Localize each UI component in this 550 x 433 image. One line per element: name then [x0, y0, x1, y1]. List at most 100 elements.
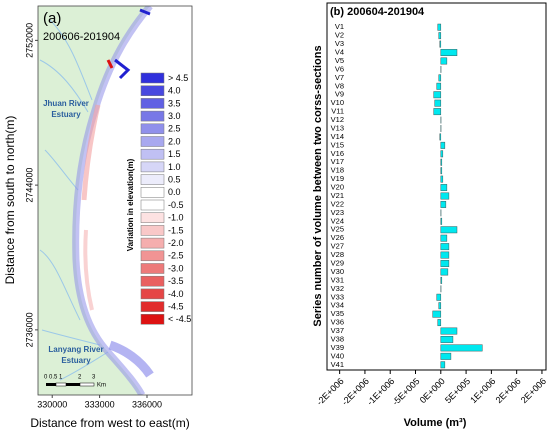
bar — [440, 327, 458, 335]
map-title: (a) — [43, 10, 61, 27]
y-tick-label: V3 — [335, 39, 344, 48]
legend-swatch — [140, 237, 165, 249]
y-tick-label: V35 — [331, 309, 344, 318]
y-tick-label: V4 — [335, 48, 344, 57]
bar — [440, 167, 443, 175]
y-axis-label: Distance from south to north(m) — [3, 116, 17, 285]
erosion-band — [83, 229, 94, 311]
x-tick-label: 330000 — [37, 399, 67, 409]
land — [38, 6, 150, 395]
legend-swatch — [140, 301, 165, 312]
legend-swatch — [140, 187, 165, 198]
annotation: Estuary — [61, 356, 91, 365]
y-tick-label: V39 — [331, 343, 344, 352]
annotation: Estuary — [51, 110, 81, 119]
bar — [440, 192, 450, 200]
y-tick-label: V2 — [335, 31, 344, 40]
erosion-band — [81, 104, 101, 201]
legend-label: -2.0 — [168, 238, 184, 248]
legend-swatch — [140, 123, 165, 135]
legend-title: Variation in elevation(m) — [126, 158, 135, 251]
y-tick-label: V9 — [335, 90, 344, 99]
bar — [432, 310, 442, 318]
legend-label: -0.5 — [168, 200, 184, 210]
y-tick-label: V27 — [331, 242, 344, 251]
bar — [436, 293, 442, 301]
bar — [433, 91, 442, 99]
legend-label: 2.0 — [168, 136, 181, 146]
y-tick-label: V40 — [331, 351, 344, 360]
bar — [440, 184, 448, 192]
y-tick-label: V15 — [331, 140, 344, 149]
legend-swatch — [140, 250, 165, 262]
legend-swatch — [140, 288, 165, 300]
y-tick-label: V17 — [331, 157, 344, 166]
x-tick-label: 336000 — [132, 399, 162, 409]
legend-label: -4.5 — [168, 301, 184, 311]
legend-swatch — [140, 148, 165, 160]
legend-label: 1.0 — [168, 162, 181, 172]
x-tick-label: 1E+006 — [468, 376, 497, 405]
x-tick-label: -5E+005 — [390, 376, 421, 407]
bar — [440, 336, 454, 343]
legend-swatch — [140, 110, 165, 122]
legend-swatch — [140, 199, 165, 211]
y-tick-label: 2736000 — [24, 312, 34, 347]
legend-label: 3.0 — [168, 111, 181, 121]
y-tick-label: V24 — [331, 216, 344, 225]
map-frame — [37, 5, 193, 396]
y-tick-label: V33 — [331, 292, 344, 301]
bar — [437, 319, 442, 327]
y-tick-label: V38 — [331, 334, 344, 343]
legend-swatch — [140, 98, 165, 109]
legend-swatch — [140, 136, 165, 147]
bar — [440, 251, 450, 259]
legend-label: > 4.5 — [168, 73, 188, 83]
legend-swatch — [140, 174, 165, 185]
y-tick-label: V22 — [331, 199, 344, 208]
bar — [438, 302, 442, 310]
y-tick-label: V11 — [331, 107, 344, 116]
bar — [440, 217, 443, 225]
legend-swatch — [140, 161, 165, 173]
legend-label: 1.5 — [168, 149, 181, 159]
y-tick-label: V16 — [331, 149, 344, 158]
bar — [434, 99, 442, 107]
y-tick-label: V7 — [335, 73, 344, 82]
bar — [440, 361, 446, 369]
legend-label: -3.0 — [168, 263, 184, 273]
y-tick-label: V34 — [331, 301, 344, 310]
y-tick-label: V14 — [331, 132, 344, 141]
y-tick-label: V25 — [331, 225, 344, 234]
legend-label: 0.5 — [168, 174, 181, 184]
bar — [440, 352, 452, 360]
bar — [439, 133, 442, 141]
bar — [440, 260, 450, 267]
scale-label: 0 0.5 1 — [44, 375, 63, 381]
y-tick-label: V5 — [335, 56, 344, 65]
bar — [440, 268, 449, 276]
bar — [440, 226, 458, 234]
x-tick-label: 0E+000 — [418, 376, 447, 405]
bar — [440, 200, 447, 208]
bar — [436, 82, 442, 90]
bar — [439, 40, 442, 48]
bar — [440, 158, 443, 166]
river — [39, 19, 109, 381]
y-tick-label: V1 — [335, 22, 344, 31]
legend-swatch — [140, 263, 165, 274]
bar — [440, 49, 458, 56]
accretion-patch — [108, 340, 154, 378]
legend-label: < -4.5 — [168, 314, 191, 324]
y-tick-label: V37 — [331, 326, 344, 335]
bar — [438, 32, 442, 40]
y-tick-label: V32 — [331, 284, 344, 293]
bar — [433, 108, 442, 116]
x-axis-label: Volume (m³) — [404, 417, 467, 429]
legend-swatch — [140, 72, 165, 84]
legend-label: -2.5 — [168, 251, 184, 261]
y-axis-label: Series number of volume between two cors… — [312, 45, 324, 326]
erosion-patch — [106, 59, 114, 69]
bar — [440, 243, 450, 251]
y-tick-label: V29 — [331, 258, 344, 267]
